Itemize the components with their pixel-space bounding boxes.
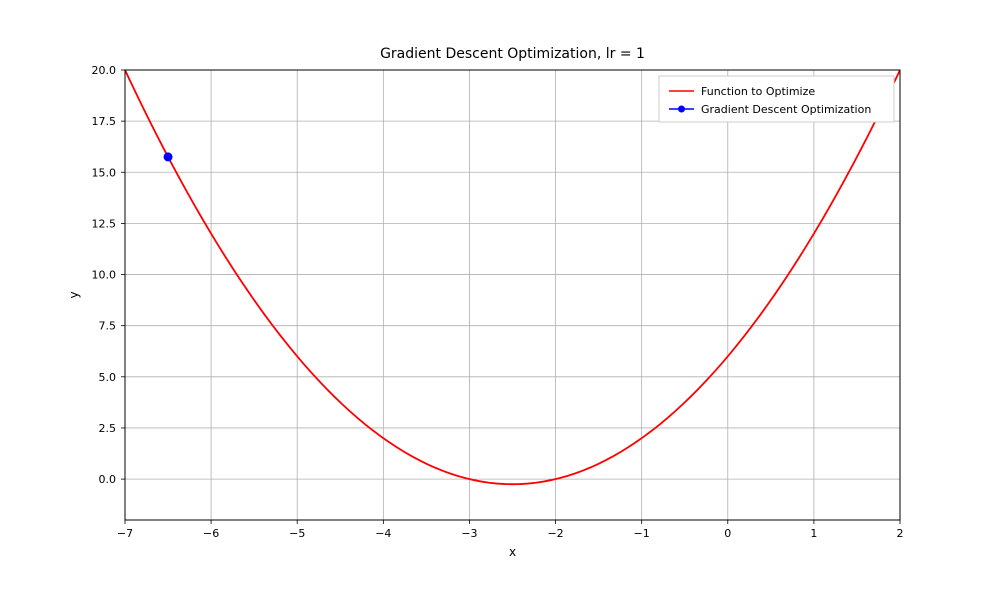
- ytick-label: 17.5: [92, 115, 117, 128]
- ytick-label: 2.5: [99, 422, 117, 435]
- xtick-label: 0: [724, 527, 731, 540]
- xtick-label: −1: [634, 527, 650, 540]
- ytick-label: 15.0: [92, 166, 117, 179]
- legend: Function to Optimize Gradient Descent Opt…: [659, 76, 894, 122]
- xtick-label: 1: [810, 527, 817, 540]
- xtick-label: 2: [897, 527, 904, 540]
- xtick-label: −5: [289, 527, 305, 540]
- y-axis-label: y: [67, 291, 81, 298]
- xtick-label: −3: [461, 527, 477, 540]
- ytick-label: 0.0: [99, 473, 117, 486]
- ytick-label: 12.5: [92, 217, 117, 230]
- ytick-label: 10.0: [92, 269, 117, 282]
- chart-title: Gradient Descent Optimization, lr = 1: [380, 46, 645, 62]
- legend-item-label: Gradient Descent Optimization: [701, 103, 871, 116]
- legend-item-label: Function to Optimize: [701, 85, 815, 98]
- xtick-label: −6: [203, 527, 219, 540]
- xtick-label: −7: [117, 527, 133, 540]
- legend-swatch-marker: [678, 106, 685, 113]
- ytick-label: 20.0: [92, 64, 117, 77]
- chart-svg: −7−6−5−4−3−2−10120.02.55.07.510.012.515.…: [0, 0, 1000, 600]
- xtick-label: −2: [547, 527, 563, 540]
- xtick-label: −4: [375, 527, 391, 540]
- series-1-marker-0: [164, 153, 172, 161]
- ytick-label: 7.5: [99, 320, 117, 333]
- ytick-label: 5.0: [99, 371, 117, 384]
- chart-container: −7−6−5−4−3−2−10120.02.55.07.510.012.515.…: [0, 0, 1000, 600]
- x-axis-label: x: [509, 545, 516, 559]
